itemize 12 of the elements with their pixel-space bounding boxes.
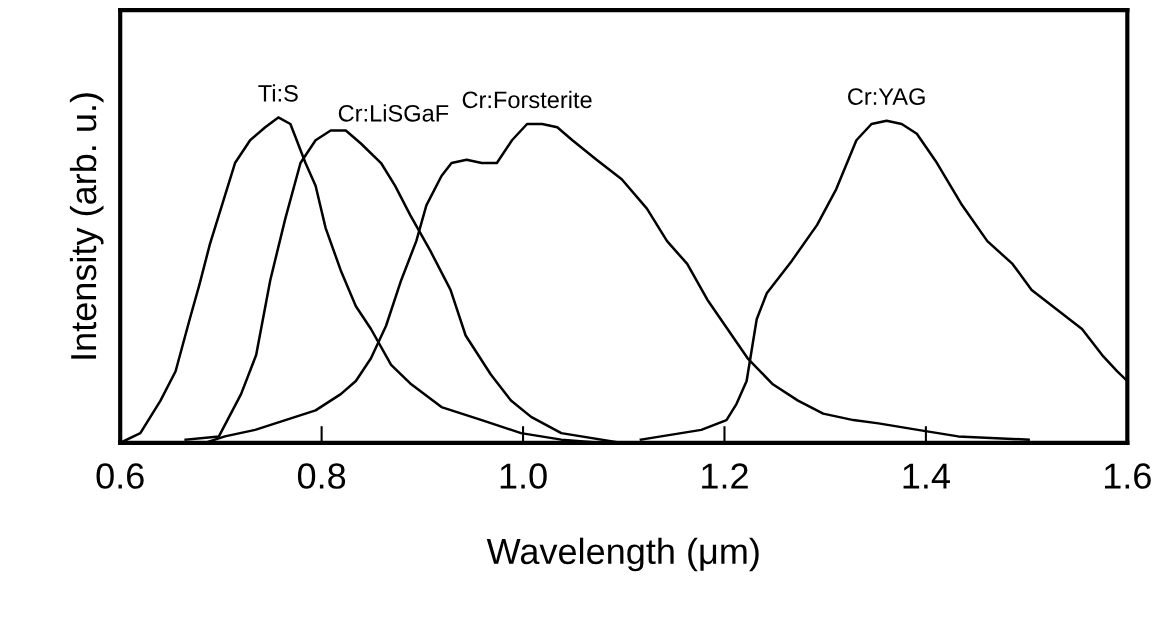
series-label: Cr:YAG [848, 88, 925, 105]
series-label: Cr:LiSGaF [338, 104, 449, 122]
series-label: Ti:S [258, 84, 298, 102]
x-tick-label: 1.2 [702, 463, 748, 489]
series-label: Cr:Forsterite [462, 90, 592, 109]
x-tick-label: 1.0 [500, 463, 547, 489]
x-tick-label: 1.4 [903, 463, 950, 489]
x-tick-label: 0.8 [297, 463, 346, 489]
x-axis-title: Wavelength (μm) [486, 537, 759, 572]
x-tick-label: 1.6 [1104, 463, 1151, 489]
y-axis-title: Intensity (arb. u.) [69, 93, 104, 359]
x-tick-label: 0.6 [96, 463, 144, 489]
